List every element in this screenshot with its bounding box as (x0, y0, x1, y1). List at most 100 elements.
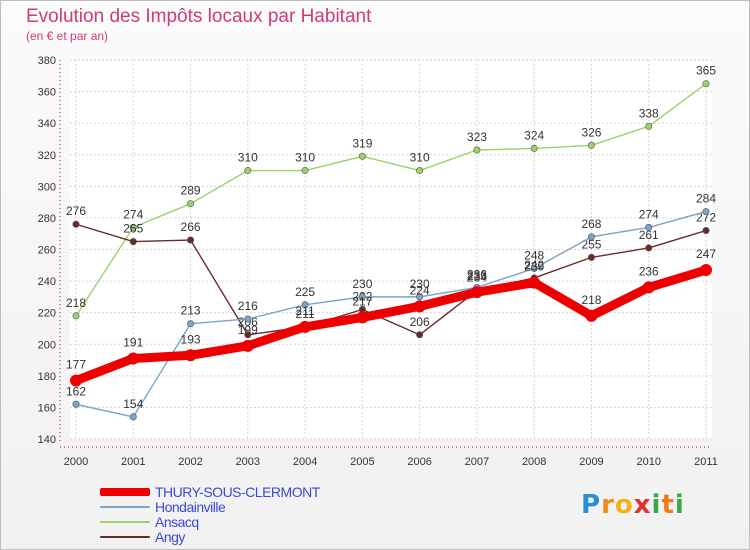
data-point-ansacq (244, 167, 252, 175)
logo-letter: x (633, 490, 652, 520)
data-point-thury-sous-clermont (700, 264, 712, 277)
x-tick-label: 2006 (407, 456, 431, 468)
x-tick-label: 2010 (636, 456, 660, 468)
data-label-angy: 234 (467, 271, 487, 285)
y-tick-label: 360 (38, 87, 56, 99)
x-tick-label: 2001 (121, 456, 145, 468)
data-label-hondainville: 284 (696, 192, 716, 206)
data-point-ansacq (301, 167, 309, 175)
legend-swatch (100, 536, 150, 538)
x-tick-label: 2011 (694, 456, 718, 468)
data-label-hondainville: 248 (524, 248, 544, 262)
data-point-thury-sous-clermont (70, 374, 82, 387)
data-label-hondainville: 154 (123, 397, 143, 411)
data-point-ansacq (187, 200, 195, 208)
proxiti-logo: Proxiti (581, 490, 685, 520)
data-point-ansacq (72, 312, 80, 320)
data-label-ansacq: 324 (524, 128, 544, 142)
logo-letter: r (601, 490, 615, 520)
data-point-hondainville (645, 223, 653, 231)
data-label-ansacq: 365 (696, 64, 716, 78)
data-label-ansacq: 274 (123, 207, 143, 221)
data-point-hondainville (358, 293, 366, 301)
x-tick-label: 2002 (178, 456, 202, 468)
data-label-angy: 242 (524, 258, 544, 272)
data-label-thury-sous-clermont: 247 (696, 247, 716, 261)
data-point-thury-sous-clermont (413, 300, 426, 313)
x-tick-label: 2004 (293, 456, 317, 468)
legend-label: Angy (155, 529, 185, 545)
series-line-angy (75, 223, 707, 336)
y-tick-label: 160 (38, 402, 56, 414)
x-tick-label: 2008 (522, 456, 546, 468)
y-tick-label: 380 (38, 55, 56, 67)
data-label-thury-sous-clermont: 224 (410, 283, 430, 297)
data-label-hondainville: 236 (467, 267, 487, 281)
data-label-thury-sous-clermont: 199 (238, 323, 258, 337)
x-tick-label: 2003 (236, 456, 260, 468)
data-point-hondainville (530, 264, 538, 272)
data-label-thury-sous-clermont: 191 (123, 335, 143, 349)
data-point-ansacq (530, 144, 538, 152)
y-tick-label: 240 (38, 276, 56, 288)
series-line-ansacq (75, 82, 707, 317)
data-point-thury-sous-clermont (528, 276, 541, 289)
data-label-angy: 261 (639, 228, 659, 242)
logo-letter: t (661, 490, 675, 520)
data-label-ansacq: 338 (639, 106, 659, 120)
data-point-hondainville (72, 400, 80, 408)
data-point-thury-sous-clermont (642, 281, 655, 294)
logo-letter: i (651, 490, 662, 520)
data-point-hondainville (587, 233, 595, 241)
x-tick-label: 2005 (350, 456, 374, 468)
data-label-hondainville: 162 (66, 384, 86, 398)
logo-letter: i (674, 490, 685, 520)
y-tick-label: 280 (38, 213, 56, 225)
y-tick-label: 300 (38, 181, 56, 193)
data-point-ansacq (358, 152, 366, 160)
data-label-hondainville: 274 (639, 207, 659, 221)
data-point-thury-sous-clermont (127, 352, 140, 365)
y-tick-label: 320 (38, 150, 56, 162)
data-label-hondainville: 216 (238, 299, 258, 313)
data-label-angy: 266 (181, 220, 201, 234)
series-line-hondainville (75, 210, 707, 418)
y-tick-label: 180 (38, 371, 56, 383)
data-label-hondainville: 230 (352, 277, 372, 291)
data-label-angy: 255 (581, 237, 601, 251)
data-label-angy: 211 (296, 307, 315, 321)
data-label-ansacq: 218 (66, 296, 86, 310)
data-point-hondainville (244, 315, 252, 323)
data-label-angy: 265 (123, 222, 143, 236)
data-label-ansacq: 310 (410, 151, 430, 165)
data-point-thury-sous-clermont (585, 309, 598, 322)
data-point-angy (587, 253, 595, 261)
legend-swatch (100, 521, 150, 523)
legend-swatch (100, 506, 150, 508)
data-point-thury-sous-clermont (241, 339, 254, 352)
data-label-angy: 206 (410, 315, 430, 329)
x-tick-label: 2007 (465, 456, 489, 468)
data-label-ansacq: 289 (181, 184, 201, 198)
data-label-thury-sous-clermont: 177 (66, 358, 86, 372)
logo-letter: o (614, 490, 634, 520)
data-label-hondainville: 225 (295, 285, 315, 299)
data-point-hondainville (129, 413, 137, 421)
y-tick-label: 340 (38, 118, 56, 130)
data-label-hondainville: 230 (410, 277, 430, 291)
series-line-thury-sous-clermont (71, 265, 711, 386)
data-point-thury-sous-clermont (470, 286, 483, 299)
logo-letter: P (581, 490, 602, 520)
legend-label: Hondainville (155, 499, 226, 515)
y-tick-label: 260 (38, 245, 56, 257)
data-label-thury-sous-clermont: 236 (639, 264, 659, 278)
data-label-thury-sous-clermont: 211 (296, 304, 315, 318)
data-label-thury-sous-clermont: 193 (181, 332, 201, 346)
data-point-ansacq (587, 141, 595, 149)
data-point-ansacq (645, 122, 653, 130)
data-point-ansacq (473, 146, 481, 154)
data-point-thury-sous-clermont (356, 311, 369, 324)
data-point-ansacq (416, 167, 424, 175)
data-label-ansacq: 326 (581, 125, 601, 139)
